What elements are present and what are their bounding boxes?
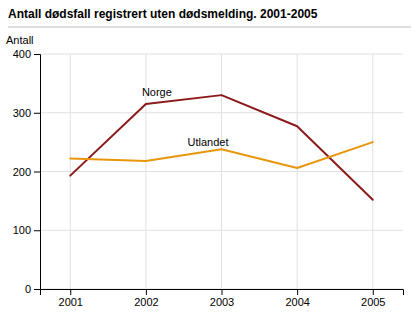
tick-mark bbox=[222, 289, 223, 295]
grid-line-x bbox=[297, 54, 298, 289]
tick: 0 bbox=[25, 283, 40, 295]
tick-mark bbox=[146, 289, 147, 295]
x-axis: 2001 2002 2003 2004 2005 bbox=[41, 289, 404, 308]
plot-area: 2001 2002 2003 2004 2005 0 100 200 300 400 Norge Ut… bbox=[6, 34, 404, 308]
grid-line-x bbox=[221, 54, 222, 289]
tick-label: 200 bbox=[13, 166, 31, 178]
tick: 300 bbox=[13, 107, 40, 119]
tick-label: 2005 bbox=[361, 296, 385, 308]
tick-mark bbox=[297, 289, 298, 295]
grid-line-x bbox=[70, 54, 71, 289]
grid-line-x bbox=[372, 54, 373, 289]
tick: 2001 bbox=[59, 289, 83, 308]
y-axis: 0 100 200 300 400 bbox=[13, 48, 41, 295]
line bbox=[70, 95, 373, 200]
tick-mark bbox=[34, 54, 40, 55]
tick-mark bbox=[34, 113, 40, 114]
line-label: Utlandet bbox=[187, 136, 228, 148]
tick-mark bbox=[34, 172, 40, 173]
tick-label: 100 bbox=[13, 224, 31, 236]
tick-label: 2002 bbox=[134, 296, 158, 308]
tick: 2005 bbox=[361, 289, 385, 308]
grid bbox=[40, 54, 403, 289]
chart-container: Antall dødsfall registrert uten dødsmeld… bbox=[0, 0, 419, 315]
axis-line bbox=[34, 55, 41, 290]
y-axis-label: Antall bbox=[6, 34, 34, 46]
line-label: Norge bbox=[142, 86, 172, 98]
axis-line bbox=[41, 290, 404, 296]
tick: 2004 bbox=[285, 289, 309, 308]
tick-label: 400 bbox=[13, 48, 31, 60]
chart-svg: Antall dødsfall registrert uten dødsmeld… bbox=[0, 0, 419, 315]
tick: 100 bbox=[13, 224, 40, 236]
title-separator bbox=[8, 27, 411, 28]
chart-title: Antall dødsfall registrert uten dødsmeld… bbox=[8, 7, 318, 21]
tick: 2002 bbox=[134, 289, 158, 308]
lines bbox=[70, 95, 373, 200]
line-labels: Norge Utlandet bbox=[142, 86, 229, 149]
tick-label: 0 bbox=[25, 283, 31, 295]
tick-mark bbox=[34, 230, 40, 231]
tick: 400 bbox=[13, 48, 40, 60]
tick-mark bbox=[34, 289, 40, 290]
tick-label: 2004 bbox=[285, 296, 309, 308]
tick: 2003 bbox=[210, 289, 234, 308]
tick-mark bbox=[70, 289, 71, 295]
tick-label: 300 bbox=[13, 107, 31, 119]
tick-label: 2001 bbox=[59, 296, 83, 308]
tick: 200 bbox=[13, 166, 40, 178]
tick-mark bbox=[373, 289, 374, 295]
tick-label: 2003 bbox=[210, 296, 234, 308]
